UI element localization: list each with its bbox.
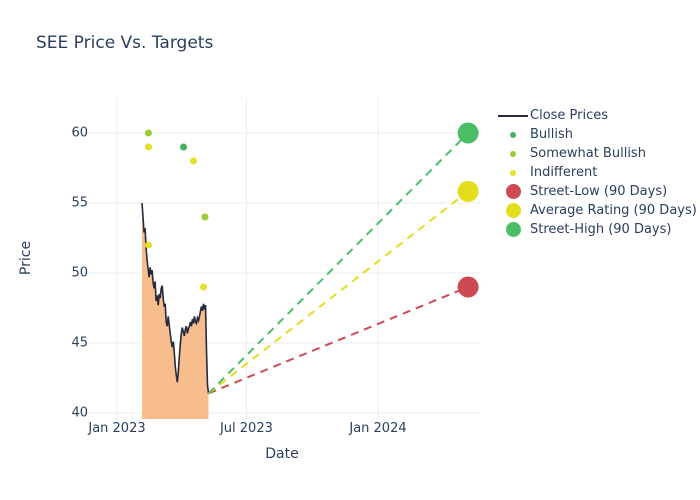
chart-title: SEE Price Vs. Targets xyxy=(36,33,214,53)
legend-label: Somewhat Bullish xyxy=(530,146,646,161)
rating-dot[interactable] xyxy=(200,283,208,291)
legend-label: Street-High (90 Days) xyxy=(530,222,672,237)
target-projection-line xyxy=(207,132,469,395)
y-tick-label: 40 xyxy=(71,405,88,421)
y-tick-label: 55 xyxy=(71,195,88,211)
dot-swatch-icon xyxy=(496,150,530,157)
legend-label: Indifferent xyxy=(530,165,598,180)
legend: Close Prices Bullish Somewhat Bullish Indif… xyxy=(496,106,697,239)
close-price-area xyxy=(142,203,209,419)
legend-label: Street-Low (90 Days) xyxy=(530,184,668,199)
target-marker[interactable] xyxy=(457,180,479,202)
x-tick-label: Jan 2024 xyxy=(349,421,407,436)
target-projection-line xyxy=(207,190,469,395)
legend-label: Close Prices xyxy=(530,108,609,123)
x-tick-label: Jul 2023 xyxy=(219,421,273,436)
dot-swatch-icon xyxy=(496,131,530,138)
y-tick-label: 50 xyxy=(71,265,88,281)
rating-dot[interactable] xyxy=(190,157,198,165)
dot-swatch-icon xyxy=(496,222,530,237)
legend-item-street-high-90-days[interactable]: Street-High (90 Days) xyxy=(496,220,697,239)
legend-label: Average Rating (90 Days) xyxy=(530,203,697,218)
target-marker[interactable] xyxy=(457,122,479,144)
rating-dot[interactable] xyxy=(144,129,152,137)
rating-dot[interactable] xyxy=(201,213,209,221)
target-projection-line xyxy=(208,286,469,395)
legend-item-close-prices[interactable]: Close Prices xyxy=(496,106,697,125)
legend-label: Bullish xyxy=(530,127,574,142)
legend-item-average-rating-90-days[interactable]: Average Rating (90 Days) xyxy=(496,201,697,220)
dot-swatch-icon xyxy=(496,203,530,218)
y-tick-label: 60 xyxy=(71,125,88,141)
legend-item-somewhat-bullish[interactable]: Somewhat Bullish xyxy=(496,144,697,163)
y-axis-title: Price xyxy=(18,240,34,276)
dot-swatch-icon xyxy=(496,184,530,199)
line-swatch-icon xyxy=(496,114,530,117)
rating-dot[interactable] xyxy=(144,241,152,249)
dot-swatch-icon xyxy=(496,169,530,176)
legend-item-indifferent[interactable]: Indifferent xyxy=(496,163,697,182)
close-price-line[interactable] xyxy=(141,202,210,394)
target-marker[interactable] xyxy=(457,276,479,298)
legend-item-bullish[interactable]: Bullish xyxy=(496,125,697,144)
rating-dot[interactable] xyxy=(144,143,152,151)
y-tick-label: 45 xyxy=(71,335,88,351)
rating-dot[interactable] xyxy=(180,143,188,151)
x-tick-label: Jan 2023 xyxy=(88,421,146,436)
x-axis-title: Date xyxy=(265,446,299,462)
legend-item-street-low-90-days[interactable]: Street-Low (90 Days) xyxy=(496,182,697,201)
